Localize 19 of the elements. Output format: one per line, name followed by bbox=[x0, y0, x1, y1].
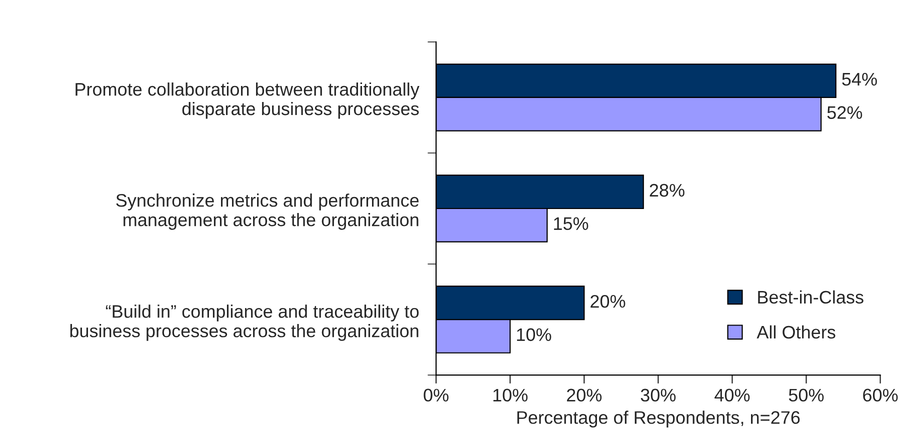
x-tick-label: 60% bbox=[863, 388, 898, 402]
data-label: 20% bbox=[590, 294, 626, 308]
data-label: 54% bbox=[842, 72, 877, 86]
x-tick-label: 50% bbox=[788, 388, 824, 402]
data-label: 15% bbox=[554, 217, 588, 230]
legend-label: All Others bbox=[756, 325, 836, 339]
data-label: 10% bbox=[517, 328, 552, 342]
x-tick-label: 20% bbox=[566, 388, 602, 402]
x-tick-label: 0% bbox=[424, 388, 448, 402]
y-tick-label: “Build in” compliance and traceability to business processes across the organization bbox=[70, 304, 419, 341]
x-tick-label: 30% bbox=[640, 388, 676, 402]
x-axis-title: Percentage of Respondents, n=276 bbox=[517, 410, 800, 428]
x-tick-label: 10% bbox=[493, 388, 528, 402]
data-label: 52% bbox=[827, 106, 862, 119]
y-tick-label: Promote collaboration between traditionally disparate business processes bbox=[76, 82, 420, 119]
x-tick-label: 40% bbox=[714, 388, 750, 402]
legend-label: Best-in-Class bbox=[758, 290, 864, 304]
data-label: 28% bbox=[650, 184, 684, 197]
y-tick-label: Synchronize metrics and performance management across the organization bbox=[116, 194, 419, 230]
